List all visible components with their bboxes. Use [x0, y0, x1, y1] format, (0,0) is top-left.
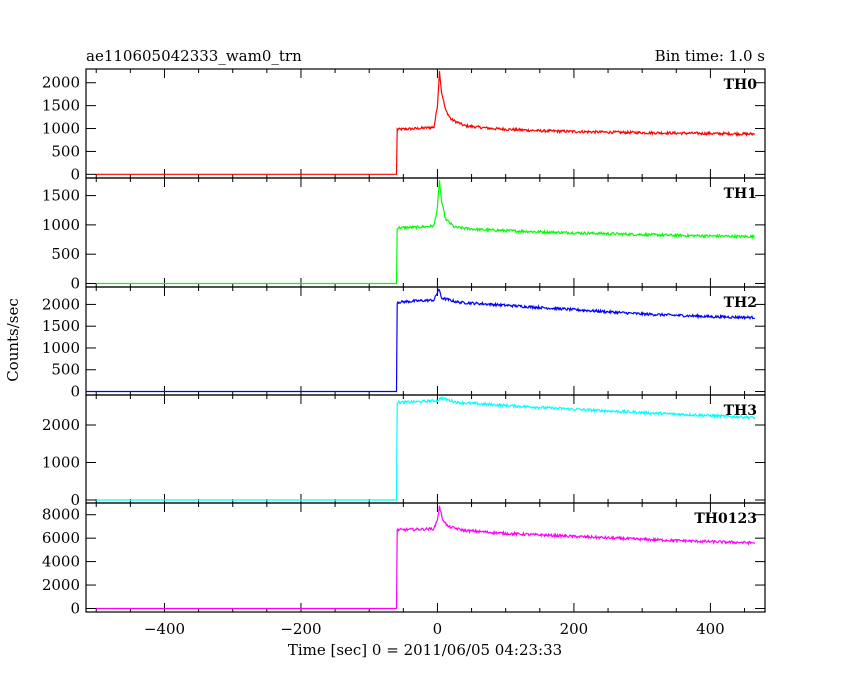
panel-frame — [85, 286, 766, 396]
x-tick-label: 0 — [433, 620, 443, 638]
panel-th2: 0 500 1000 1500 2000 TH2 — [42, 286, 766, 401]
panel-label: TH1 — [724, 186, 757, 202]
x-tick-label: 400 — [696, 620, 725, 638]
panel-th0123: 0 2000 4000 6000 8000 TH0123 — [42, 502, 766, 617]
y-tick-label: 500 — [51, 245, 80, 263]
y-tick-label: 0 — [70, 165, 80, 183]
x-axis-label: Time [sec] 0 = 2011/06/05 04:23:33 — [288, 641, 562, 659]
y-tick-label: 2000 — [42, 74, 80, 92]
y-tick-label: 0 — [70, 599, 80, 617]
x-tick-label: −400 — [144, 620, 185, 638]
x-tick-label: −200 — [280, 620, 321, 638]
y-tick-label: 1000 — [42, 216, 80, 234]
panel-frame — [85, 177, 766, 288]
panel-frame — [85, 394, 766, 504]
chart-title: ae110605042333_wam0_trn — [86, 47, 302, 65]
panel-th1: 0 500 1000 1500 TH1 — [42, 177, 766, 292]
y-tick-label: 0 — [70, 491, 80, 509]
series-line-th1 — [96, 180, 755, 285]
series-line-th0 — [96, 70, 755, 175]
y-tick-label: 0 — [70, 383, 80, 401]
panel-frame — [85, 502, 766, 613]
x-tick-label: 200 — [560, 620, 589, 638]
y-tick-label: 1500 — [42, 187, 80, 205]
y-axis-label: Counts/sec — [4, 298, 22, 382]
panel-th0: 0 500 1000 1500 2000 TH0 — [42, 68, 766, 183]
y-tick-label: 2000 — [42, 416, 80, 434]
y-tick-label: 6000 — [42, 529, 80, 547]
y-tick-label: 500 — [51, 361, 80, 379]
y-tick-label: 8000 — [42, 506, 80, 524]
y-tick-label: 1000 — [42, 454, 80, 472]
panel-th3: 0 1000 2000 TH3 — [42, 394, 766, 509]
y-tick-label: 2000 — [42, 295, 80, 313]
y-tick-label: 1000 — [42, 339, 80, 357]
y-tick-label: 1000 — [42, 120, 80, 138]
panel-frame — [85, 68, 766, 179]
y-tick-label: 4000 — [42, 553, 80, 571]
y-tick-label: 1500 — [42, 317, 80, 335]
panel-label: TH0123 — [694, 511, 757, 527]
series-line-th0123 — [96, 505, 756, 610]
panel-label: TH3 — [724, 403, 757, 419]
y-tick-label: 1500 — [42, 97, 80, 115]
panel-label: TH2 — [724, 295, 757, 311]
y-tick-label: 500 — [51, 142, 80, 160]
panel-label: TH0 — [724, 77, 758, 93]
series-line-th3 — [96, 396, 756, 501]
y-tick-label: 0 — [70, 274, 80, 292]
bin-time-label: Bin time: 1.0 s — [655, 47, 765, 65]
y-tick-label: 2000 — [42, 576, 80, 594]
series-line-th2 — [86, 288, 755, 393]
